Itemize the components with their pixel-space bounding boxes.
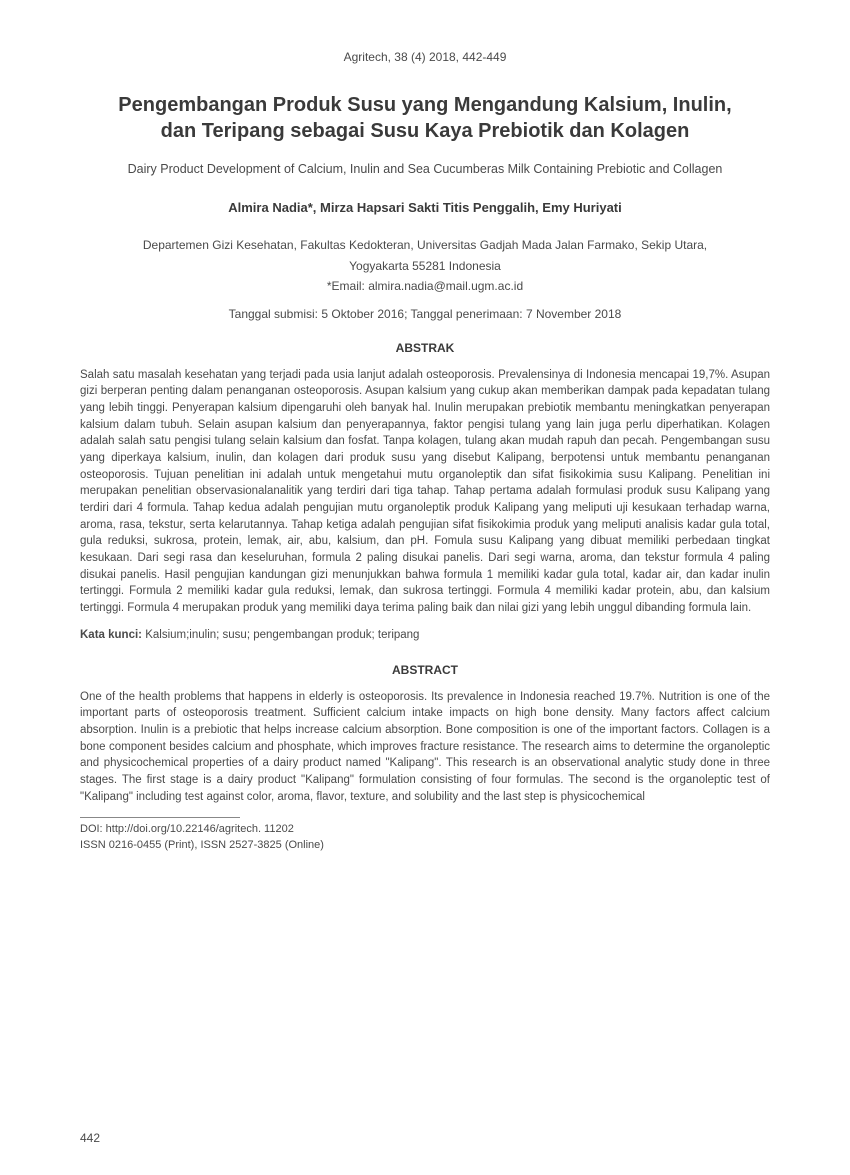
abstrak-heading: ABSTRAK [80, 341, 770, 355]
abstract-body: One of the health problems that happens … [80, 689, 770, 806]
keywords-indonesian: Kata kunci: Kalsium;inulin; susu; pengem… [80, 629, 770, 641]
footer-divider [80, 817, 240, 818]
affiliation-line-1: Departemen Gizi Kesehatan, Fakultas Kedo… [80, 237, 770, 254]
keywords-text: Kalsium;inulin; susu; pengembangan produ… [142, 629, 419, 641]
submission-dates: Tanggal submisi: 5 Oktober 2016; Tanggal… [80, 307, 770, 321]
journal-header: Agritech, 38 (4) 2018, 442-449 [80, 50, 770, 64]
article-title: Pengembangan Produk Susu yang Mengandung… [80, 92, 770, 144]
issn-text: ISSN 0216-0455 (Print), ISSN 2527-3825 (… [80, 838, 770, 853]
article-subtitle-english: Dairy Product Development of Calcium, In… [80, 162, 770, 176]
corresponding-email: *Email: almira.nadia@mail.ugm.ac.id [80, 279, 770, 293]
title-line-2: dan Teripang sebagai Susu Kaya Prebiotik… [161, 120, 690, 142]
affiliation-line-2: Yogyakarta 55281 Indonesia [80, 258, 770, 275]
authors-list: Almira Nadia*, Mirza Hapsari Sakti Titis… [80, 200, 770, 215]
abstract-heading: ABSTRACT [80, 663, 770, 677]
abstrak-body: Salah satu masalah kesehatan yang terjad… [80, 367, 770, 617]
doi-text: DOI: http://doi.org/10.22146/agritech. 1… [80, 822, 770, 837]
title-line-1: Pengembangan Produk Susu yang Mengandung… [118, 94, 731, 116]
page-number: 442 [80, 1131, 100, 1145]
keywords-label: Kata kunci: [80, 629, 142, 641]
